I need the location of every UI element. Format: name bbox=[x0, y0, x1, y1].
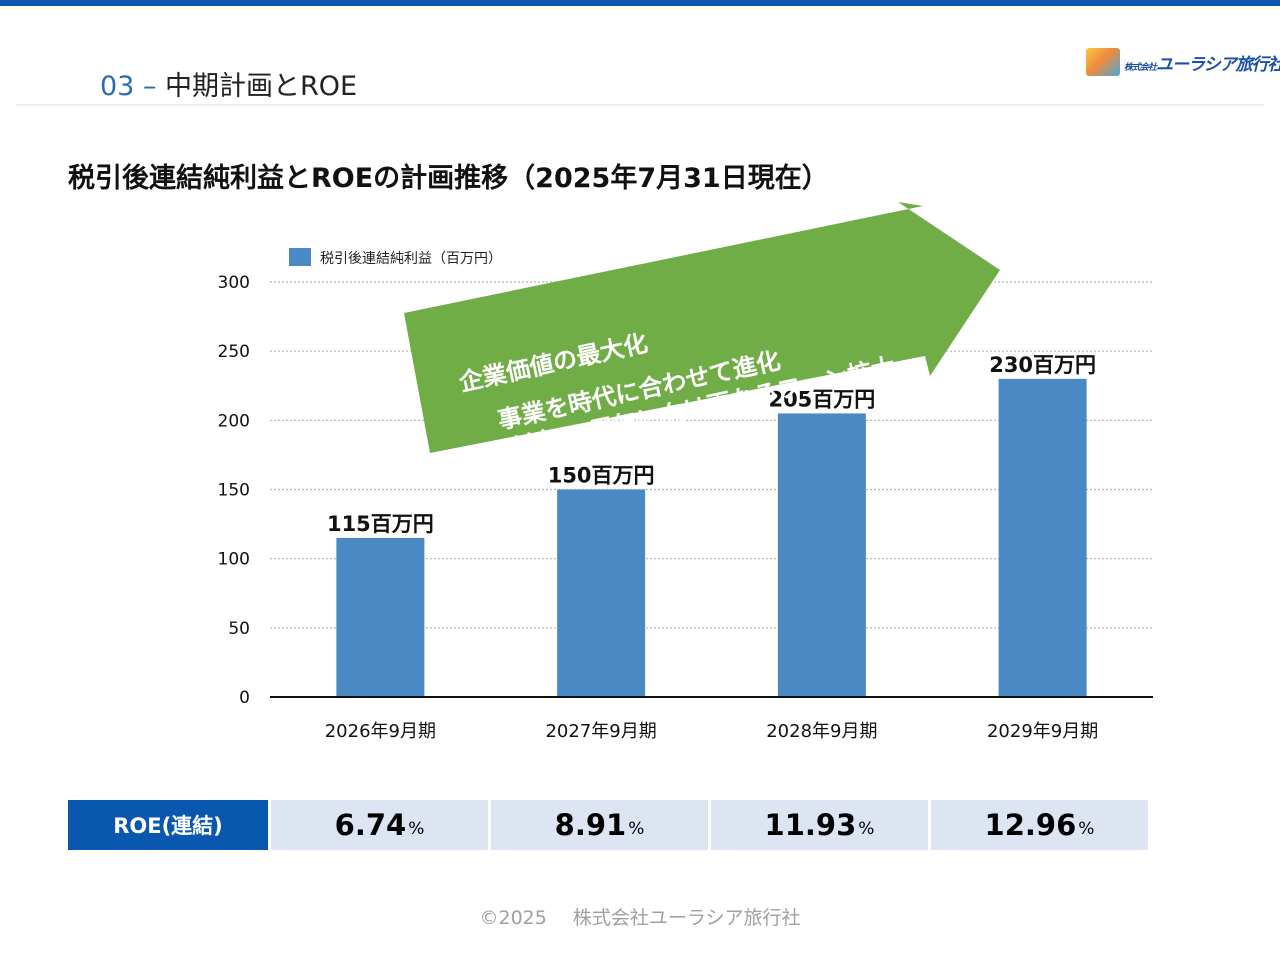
roe-cell-2027: 8.91% bbox=[491, 800, 708, 850]
y-tick-label: 200 bbox=[218, 411, 250, 431]
roe-value: 6.74 bbox=[334, 808, 407, 842]
roe-cell-2028: 11.93% bbox=[711, 800, 928, 850]
y-tick-label: 0 bbox=[239, 688, 250, 708]
roe-value: 8.91 bbox=[554, 808, 627, 842]
logo-emblem-icon bbox=[1086, 48, 1120, 76]
bar bbox=[777, 413, 866, 697]
roe-unit: % bbox=[628, 819, 645, 839]
roe-value: 11.93 bbox=[764, 808, 857, 842]
y-tick-label: 100 bbox=[218, 550, 250, 570]
y-tick-label: 150 bbox=[218, 481, 250, 501]
bar bbox=[336, 537, 425, 697]
section-number: 03 bbox=[100, 71, 135, 102]
y-tick-label: 300 bbox=[218, 273, 250, 293]
legend-label: 税引後連結純利益（百万円） bbox=[320, 251, 502, 267]
roe-cell-2026: 6.74% bbox=[271, 800, 488, 850]
data-label: 205百万円 bbox=[768, 387, 875, 411]
roe-table: ROE(連結) 6.74% 8.91% 11.93% 12.96% bbox=[68, 800, 1151, 850]
logo-name: ユーラシア旅行社 bbox=[1156, 55, 1280, 75]
data-label: 115百万円 bbox=[327, 512, 434, 536]
roe-unit: % bbox=[858, 819, 875, 839]
company-logo: 株式会社ユーラシア旅行社 bbox=[1086, 46, 1280, 80]
bar bbox=[557, 489, 646, 697]
bar bbox=[998, 378, 1087, 697]
legend-swatch bbox=[289, 248, 311, 266]
growth-arrow-shape bbox=[404, 202, 1000, 453]
x-tick-label: 2028年9月期 bbox=[766, 721, 877, 742]
roe-unit: % bbox=[1078, 819, 1095, 839]
roe-value: 12.96 bbox=[984, 808, 1077, 842]
header-divider bbox=[16, 104, 1264, 106]
section-dash: – bbox=[142, 71, 157, 102]
y-tick-label: 50 bbox=[228, 619, 250, 639]
roe-label: ROE(連結) bbox=[68, 800, 268, 850]
footer: ©2025 株式会社ユーラシア旅行社 bbox=[0, 903, 1280, 930]
profit-bar-chart: 115百万円 150百万円 205百万円 230百万円 0 50 100 150 200 250… bbox=[218, 202, 1153, 742]
section-title: 03 – 中期計画とROE bbox=[100, 64, 357, 103]
roe-cell-2029: 12.96% bbox=[931, 800, 1148, 850]
main-title: 税引後連結純利益とROEの計画推移（2025年7月31日現在） bbox=[68, 163, 829, 194]
logo-text: 株式会社ユーラシア旅行社 bbox=[1124, 50, 1280, 75]
roe-unit: % bbox=[408, 819, 425, 839]
data-label: 230百万円 bbox=[989, 353, 1096, 377]
data-label: 150百万円 bbox=[548, 464, 655, 488]
x-tick-label: 2029年9月期 bbox=[987, 721, 1098, 742]
top-accent-bar bbox=[0, 0, 1280, 6]
logo-prefix: 株式会社 bbox=[1124, 63, 1157, 73]
x-tick-label: 2027年9月期 bbox=[545, 721, 656, 742]
y-tick-label: 250 bbox=[218, 342, 250, 362]
growth-arrow: 企業価値の最大化 事業を時代に合わせて進化 創立40周年に向け更なるファン拡大 bbox=[404, 202, 1000, 463]
footer-company: 株式会社ユーラシア旅行社 bbox=[572, 907, 801, 929]
x-tick-label: 2026年9月期 bbox=[325, 721, 436, 742]
section-title-text: 中期計画とROE bbox=[165, 71, 358, 102]
footer-copyright: ©2025 bbox=[479, 907, 547, 929]
